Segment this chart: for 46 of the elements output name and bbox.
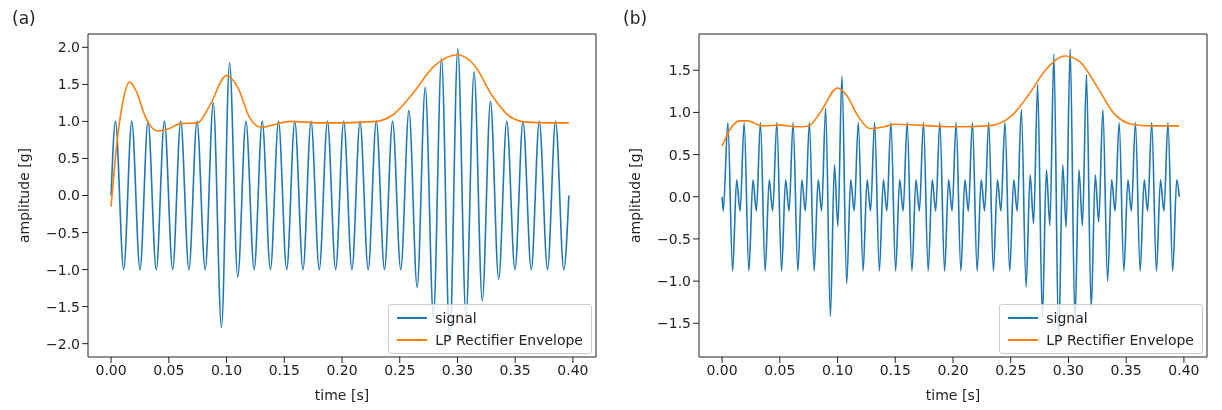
chart-title: (b) (623, 8, 648, 28)
x-axis-title: time [s] (314, 387, 370, 403)
x-tick-label: 0.20 (937, 361, 969, 378)
y-tick-label: 0.0 (668, 188, 691, 205)
x-tick-label: 0.25 (384, 361, 416, 378)
x-tick-label: 0.15 (268, 361, 300, 378)
legend-label: signal (1046, 309, 1088, 328)
y-tick-label: −1.5 (657, 315, 691, 332)
x-tick-label: 0.00 (706, 361, 738, 378)
y-tick-label: 2.0 (57, 39, 80, 56)
legend-label: signal (435, 309, 477, 328)
x-tick-label: 0.20 (326, 361, 358, 378)
y-tick-label: 0.0 (57, 187, 80, 204)
line-series (721, 55, 1181, 147)
legend-label: LP Rectifier Envelope (1046, 331, 1194, 350)
chart-title: (a) (12, 8, 36, 28)
x-tick-label: 0.25 (995, 361, 1027, 378)
x-tick-label: 0.40 (557, 361, 589, 378)
x-tick-label: 0.30 (441, 361, 474, 378)
x-tick-label: 0.30 (1052, 361, 1085, 378)
x-tick-label: 0.05 (153, 361, 185, 378)
x-tick-label: 0.15 (879, 361, 911, 378)
x-tick-label: 0.00 (95, 361, 127, 378)
x-tick-label: 0.35 (1110, 361, 1142, 378)
y-tick-label: −1.5 (46, 298, 80, 315)
y-tick-label: 0.5 (668, 146, 691, 163)
x-tick-label: 0.40 (1168, 361, 1200, 378)
y-tick-label: 1.0 (668, 104, 691, 121)
y-tick-label: 0.5 (57, 150, 80, 167)
line-series (110, 53, 570, 208)
x-tick-label: 0.10 (821, 361, 854, 378)
x-tick-label: 0.35 (499, 361, 531, 378)
y-axis-title: amplitude [g] (626, 147, 643, 244)
y-tick-label: −2.0 (46, 335, 80, 352)
y-tick-label: 1.5 (57, 76, 80, 93)
x-axis-title: time [s] (925, 387, 981, 403)
y-tick-label: 1.0 (57, 113, 80, 130)
x-tick-label: 0.10 (210, 361, 243, 378)
y-axis-title: amplitude [g] (15, 147, 32, 244)
x-tick-label: 0.05 (764, 361, 796, 378)
y-tick-label: −1.0 (46, 261, 80, 278)
y-tick-label: −0.5 (46, 224, 80, 241)
y-tick-label: −0.5 (657, 230, 691, 247)
legend-label: LP Rectifier Envelope (435, 331, 583, 350)
y-tick-label: −1.0 (657, 273, 691, 290)
y-tick-label: 1.5 (668, 62, 691, 79)
